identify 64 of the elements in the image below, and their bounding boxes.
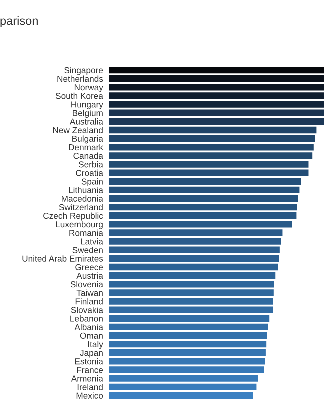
bar [109,272,276,280]
chart-title: parison [0,16,38,28]
y-tick-label: Netherlands [58,76,104,82]
bar [109,118,324,126]
y-tick-label: Czech Republic [44,212,104,221]
y-tick-label: Switzerland [59,204,103,211]
bar [109,340,267,348]
bar [109,324,268,331]
bar [109,315,270,322]
bar [109,212,297,220]
y-tick-label: Armenia [71,375,104,382]
y-tick-label: South Korea [56,92,104,100]
y-tick-label: Hungary [72,102,104,110]
y-tick-label: Slovakia [71,306,104,314]
y-tick-label: Ireland [78,384,103,390]
y-tick-label: Estonia [75,358,104,365]
y-tick-label: Belgium [73,110,103,118]
bar [109,178,302,185]
bar [109,66,324,74]
y-tick-label: Singapore [64,67,104,76]
y-tick-label: Bulgaria [72,136,104,144]
y-tick-label: Macedonia [62,196,104,202]
y-tick-label: Spain [82,178,103,187]
bar [109,392,254,400]
y-tick-label: Latvia [81,238,104,245]
y-tick-label: Italy [88,341,104,350]
y-tick-label: Greece [76,264,104,270]
bar [109,135,316,142]
y-tick-label: Mexico [76,392,104,399]
y-tick-label: Finland [76,298,103,305]
bar [109,281,274,288]
y-tick-label: Luxembourg [56,221,103,230]
bar [109,246,280,254]
bar [109,126,317,134]
bar [109,264,278,271]
y-tick-label: Lithuania [69,187,104,194]
bar [109,144,314,151]
y-tick-label: Australia [70,118,104,125]
y-tick-label: Canada [74,152,104,160]
y-tick-label: Lebanon [70,316,103,322]
bar [109,350,266,356]
bar [109,110,324,116]
y-tick-label: Taiwan [76,290,103,296]
bar [109,255,280,262]
y-tick-label: New Zealand [53,127,103,134]
y-tick-label: United Arab Emirates [22,256,104,262]
bar [109,204,298,211]
y-tick-label: Norway [74,84,104,92]
bar [109,186,300,194]
y-tick-label: Japan [80,350,103,358]
bar [109,76,324,82]
bar [109,332,268,340]
y-tick-label: France [77,367,104,374]
bar [109,384,257,390]
y-tick-label: Albania [74,324,104,330]
y-tick-label: Croatia [76,170,104,176]
y-tick-label: Sweden [72,247,103,254]
bar [109,195,298,202]
y-tick-label: Oman [80,332,103,339]
y-tick-label: Serbia [78,161,104,168]
y-tick-label: Austria [76,272,104,280]
y-tick-label: Denmark [69,144,104,151]
y-tick-label: Slovenia [70,281,104,288]
y-tick-label: Romania [70,230,104,236]
